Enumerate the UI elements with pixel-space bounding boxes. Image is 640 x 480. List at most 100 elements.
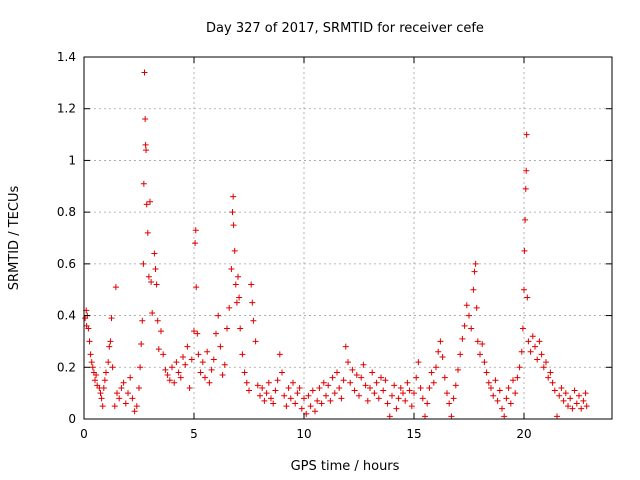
data-point xyxy=(524,294,531,301)
data-point xyxy=(551,387,558,394)
data-point xyxy=(139,317,146,324)
data-point xyxy=(576,392,582,399)
data-point xyxy=(154,317,161,324)
data-point xyxy=(397,384,404,391)
data-point xyxy=(402,397,409,404)
data-point xyxy=(371,390,378,397)
data-point xyxy=(118,384,125,391)
data-point xyxy=(254,382,261,389)
data-point xyxy=(536,338,543,345)
data-point xyxy=(100,384,107,391)
data-point xyxy=(98,395,105,402)
data-point xyxy=(125,390,131,397)
data-point xyxy=(133,403,140,410)
data-point xyxy=(281,392,288,399)
data-point xyxy=(197,369,204,376)
data-point xyxy=(331,390,338,397)
data-point xyxy=(164,372,171,379)
data-point xyxy=(109,364,116,371)
data-point xyxy=(466,312,472,319)
data-point xyxy=(191,328,197,335)
data-point xyxy=(562,390,569,397)
data-point xyxy=(534,356,541,363)
data-point xyxy=(298,405,305,412)
data-point xyxy=(208,366,215,373)
data-point xyxy=(296,384,303,391)
data-point xyxy=(540,364,547,371)
data-point xyxy=(472,260,479,267)
data-point xyxy=(285,384,292,391)
data-point xyxy=(158,328,164,335)
data-point xyxy=(477,351,483,358)
data-point xyxy=(148,278,155,285)
data-point xyxy=(338,395,345,402)
data-point xyxy=(143,147,150,154)
data-point xyxy=(221,361,228,368)
data-point xyxy=(192,227,199,234)
y-tick-label: 0.8 xyxy=(57,205,76,219)
data-point xyxy=(485,379,492,386)
data-point xyxy=(233,299,240,306)
data-point xyxy=(411,390,417,397)
data-point xyxy=(140,260,147,267)
data-point xyxy=(230,193,237,200)
data-point xyxy=(395,395,402,402)
data-point xyxy=(470,286,477,293)
data-point xyxy=(479,341,486,348)
data-point xyxy=(283,403,290,410)
data-point xyxy=(210,356,217,363)
data-point xyxy=(232,281,239,288)
data-point xyxy=(545,374,552,381)
data-point xyxy=(219,372,226,379)
data-point xyxy=(457,351,464,358)
data-point xyxy=(162,366,169,373)
data-point xyxy=(353,372,360,379)
data-point xyxy=(194,330,201,337)
data-point xyxy=(230,222,237,229)
y-axis: 0 0.2 0.4 0.6 0.8 1 1.2 1.4 xyxy=(57,50,612,426)
data-point xyxy=(101,377,108,384)
data-point xyxy=(272,387,279,394)
data-point xyxy=(268,395,274,402)
data-point xyxy=(483,369,490,376)
data-point xyxy=(441,374,448,381)
data-point xyxy=(105,359,112,366)
data-point xyxy=(424,400,431,407)
data-point xyxy=(116,395,123,402)
data-point xyxy=(236,294,243,301)
data-point xyxy=(582,390,589,397)
data-point xyxy=(143,201,150,208)
data-point xyxy=(525,338,532,345)
data-point xyxy=(217,343,224,350)
data-point xyxy=(554,413,560,420)
data-point xyxy=(106,343,113,350)
data-point xyxy=(312,408,318,415)
data-point xyxy=(527,348,534,355)
data-point xyxy=(428,369,435,376)
data-point xyxy=(347,379,354,386)
data-point xyxy=(239,351,246,358)
data-point xyxy=(499,405,505,412)
data-point xyxy=(204,348,211,355)
x-tick-label: 0 xyxy=(80,427,88,441)
data-point xyxy=(314,397,321,404)
data-point xyxy=(112,284,119,291)
data-point xyxy=(558,384,565,391)
data-point xyxy=(108,315,115,322)
data-point xyxy=(521,286,527,293)
data-point xyxy=(567,395,574,402)
y-axis-label: SRMTID / TECUs xyxy=(7,186,22,291)
data-point xyxy=(93,372,100,379)
data-point xyxy=(152,266,159,273)
data-point xyxy=(85,325,92,332)
data-point xyxy=(481,359,488,366)
data-point xyxy=(318,400,325,407)
data-point xyxy=(369,369,376,376)
data-point xyxy=(435,348,442,355)
data-point xyxy=(202,374,208,381)
data-point xyxy=(522,185,529,192)
data-point xyxy=(510,377,516,384)
data-point xyxy=(184,343,191,350)
data-point xyxy=(334,369,340,376)
data-point xyxy=(206,379,213,386)
